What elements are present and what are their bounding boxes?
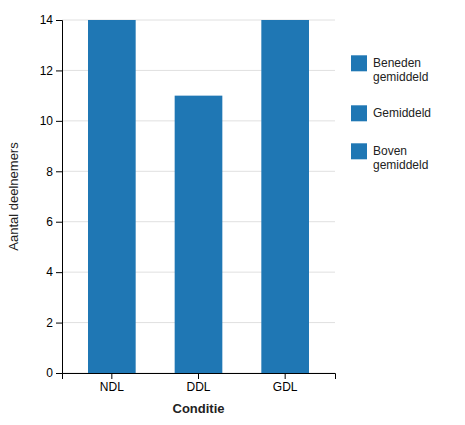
tick: NDL — [100, 373, 124, 394]
tick-mark — [111, 373, 112, 379]
tick-label: 2 — [46, 316, 53, 330]
x-axis: NDL DDL GDL — [63, 373, 336, 394]
bar — [175, 96, 223, 373]
tick-label: NDL — [100, 380, 124, 394]
tick-mark — [198, 373, 199, 379]
legend: Benedengemiddeld Gemiddeld Bovengemiddeld — [351, 55, 431, 172]
tick: GDL — [273, 373, 298, 394]
tick-mark — [56, 121, 62, 122]
legend-item: Benedengemiddeld — [351, 55, 428, 84]
tick-label: 4 — [46, 265, 53, 279]
tick: 8 — [46, 165, 62, 179]
tick-mark — [285, 373, 286, 379]
tick-label: 12 — [40, 64, 54, 78]
y-axis: 0 2 4 6 8 10 12 14 — [40, 13, 63, 380]
legend-label: Benedengemiddeld — [373, 56, 428, 84]
tick-label: 8 — [46, 165, 53, 179]
grid — [62, 20, 335, 373]
axis-line — [63, 374, 336, 380]
tick: 4 — [46, 265, 62, 279]
legend-label: Bovengemiddeld — [373, 144, 428, 172]
x-axis-title: Conditie — [173, 401, 225, 416]
bar — [88, 20, 136, 373]
tick-mark — [56, 272, 62, 273]
tick: 0 — [46, 366, 62, 380]
tick-label: 6 — [46, 215, 53, 229]
tick-mark — [56, 20, 62, 21]
tick-label: GDL — [273, 380, 298, 394]
tick-label: 14 — [40, 13, 54, 27]
legend-swatch — [351, 105, 367, 121]
tick-mark — [56, 222, 62, 223]
legend-item: Bovengemiddeld — [351, 143, 428, 172]
legend-label: Gemiddeld — [373, 106, 431, 120]
bars — [88, 20, 309, 373]
tick-label: 10 — [40, 114, 54, 128]
tick-label: DDL — [186, 380, 210, 394]
tick-mark — [56, 373, 62, 374]
tick: 6 — [46, 215, 62, 229]
tick-label: 0 — [46, 366, 53, 380]
tick: DDL — [186, 373, 210, 394]
tick: 12 — [40, 64, 62, 78]
legend-swatch — [351, 55, 367, 71]
tick: 14 — [40, 13, 62, 27]
axis-line — [56, 21, 63, 374]
bar — [261, 20, 309, 373]
tick-mark — [56, 70, 62, 71]
legend-swatch — [351, 143, 367, 159]
tick: 2 — [46, 316, 62, 330]
chart: 0 2 4 6 8 10 12 14 NDL DDL GDL Conditie Aantal deeln… — [0, 0, 465, 425]
legend-item: Gemiddeld — [351, 105, 431, 121]
y-axis-title: Aantal deelnemers — [6, 142, 21, 251]
plot: 0 2 4 6 8 10 12 14 NDL DDL GDL Conditie Aantal deeln… — [6, 13, 336, 416]
tick-mark — [56, 171, 62, 172]
tick: 10 — [40, 114, 62, 128]
tick-mark — [56, 323, 62, 324]
